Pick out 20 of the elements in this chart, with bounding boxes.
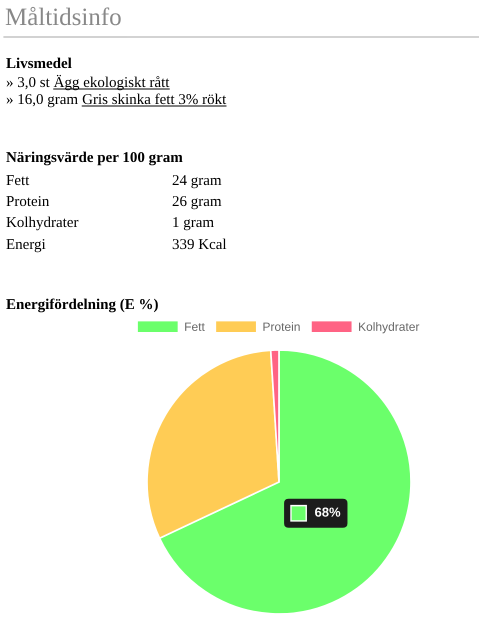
text: Ägg ekologiskt rått	[54, 74, 170, 90]
legend-label: Kolhydrater	[359, 322, 420, 334]
text: Näringsvärde per 100 gram	[6, 152, 183, 166]
data-label: 68%	[315, 508, 340, 517]
text: 26 gram	[172, 196, 222, 210]
text: 24 gram	[172, 175, 222, 188]
text: 339 Kcal	[172, 238, 226, 250]
text: 1 gram	[173, 217, 214, 230]
text: Fett	[6, 175, 30, 186]
text: Energi	[6, 239, 46, 252]
chart-title: Energifördelning (E %)	[6, 298, 158, 312]
text: Gris skinka fett 3% rökt	[82, 93, 226, 104]
text: Kolhydrater	[6, 216, 78, 230]
legend-label: Protein	[263, 322, 300, 331]
text: » 16,0 gram	[6, 94, 78, 108]
text: Protein	[6, 196, 50, 206]
text: Livsmedel	[6, 58, 72, 68]
text: Måltidsinfo	[6, 6, 121, 26]
text: » 3,0 st	[6, 77, 50, 90]
legend-label: Fett	[185, 322, 205, 331]
